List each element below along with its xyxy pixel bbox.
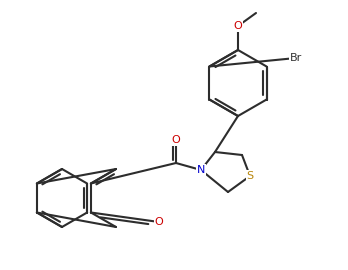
Text: O: O <box>155 217 163 227</box>
Text: S: S <box>246 171 254 181</box>
Text: O: O <box>172 135 180 145</box>
Text: Br: Br <box>290 53 302 63</box>
Text: N: N <box>197 165 205 175</box>
Text: O: O <box>234 21 242 31</box>
